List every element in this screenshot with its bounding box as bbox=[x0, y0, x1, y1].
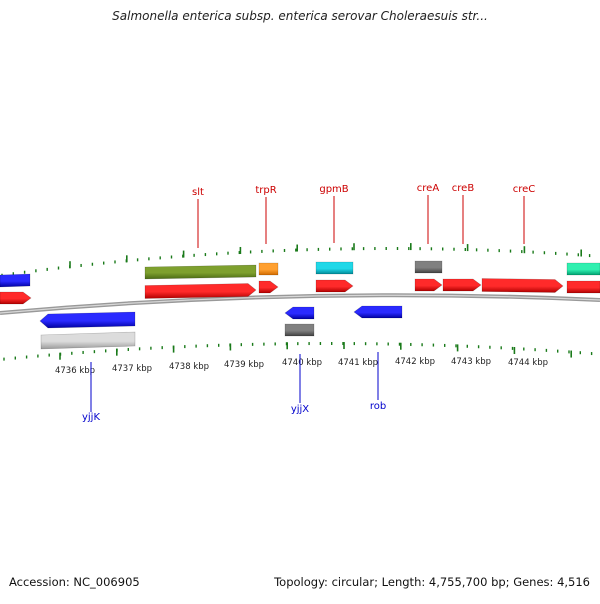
gene-block-trpR-feature bbox=[258, 262, 279, 276]
scale-label: 4737 kbp bbox=[112, 364, 152, 374]
scale-label: 4742 kbp bbox=[395, 357, 435, 367]
scale-label: 4741 kbp bbox=[338, 358, 378, 368]
gene-arrow-rob bbox=[353, 305, 403, 319]
gene-label-rob: rob bbox=[370, 401, 386, 412]
gene-block-slt-feature bbox=[144, 264, 257, 280]
scale-label: 4740 kbp bbox=[282, 358, 322, 368]
scale-label: 4744 kbp bbox=[508, 358, 548, 368]
gene-label-creC: creC bbox=[513, 184, 536, 195]
gene-arrow-yjjX bbox=[284, 306, 315, 320]
gene-label-creB: creB bbox=[452, 183, 475, 194]
gene-label-yjjK: yjjK bbox=[82, 412, 100, 423]
gene-label-yjjX: yjjX bbox=[291, 404, 309, 415]
scale-label: 4738 kbp bbox=[169, 362, 209, 372]
gene-arrow-creA bbox=[414, 278, 443, 292]
genome-title: Salmonella enterica subsp. enterica sero… bbox=[112, 9, 488, 23]
gene-block-gpmB-feature bbox=[315, 261, 354, 275]
gene-label-gpmB: gpmB bbox=[319, 184, 348, 195]
genome-summary: Topology: circular; Length: 4,755,700 bp… bbox=[274, 575, 590, 589]
gene-block-yjjK-feature bbox=[40, 331, 136, 350]
gene-arrow-gpmB bbox=[315, 279, 354, 293]
gene-arrow-slt bbox=[144, 283, 257, 299]
accession-label: Accession: NC_006905 bbox=[9, 575, 140, 589]
gene-block-yjjX-feature bbox=[284, 323, 315, 337]
scale-label: 4743 kbp bbox=[451, 357, 491, 367]
gene-label-trpR: trpR bbox=[255, 185, 276, 196]
gene-label-creA: creA bbox=[417, 183, 440, 194]
backbone-highlight bbox=[0, 294, 600, 314]
gene-label-slt: slt bbox=[192, 187, 204, 198]
gene-arrow-forward bbox=[0, 291, 32, 305]
gene-arrow-creB bbox=[442, 278, 482, 292]
gene-arrow-yjjK bbox=[39, 311, 136, 329]
gene-arrow-creC bbox=[481, 278, 564, 293]
gene-block-blue bbox=[0, 273, 31, 288]
gene-block-creA-feature bbox=[414, 260, 443, 274]
gene-block-teal bbox=[566, 262, 600, 276]
scale-label: 4736 kbp bbox=[55, 366, 95, 376]
gene-arrow-forward-edge bbox=[566, 280, 600, 294]
scale-label: 4739 kbp bbox=[224, 360, 264, 370]
gene-arrow-trpR bbox=[258, 280, 279, 294]
